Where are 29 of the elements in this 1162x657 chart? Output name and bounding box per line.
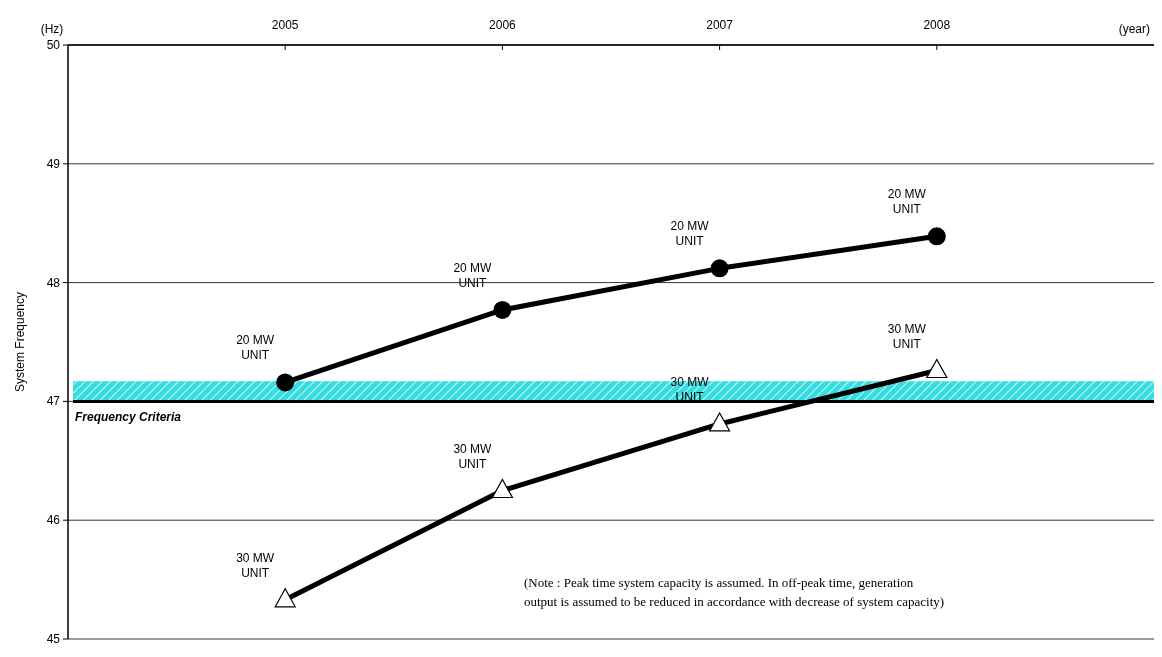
point [491,478,513,499]
point [927,227,946,246]
ref-line-label: Frequency Criteria [75,410,182,425]
annotation: 20 MW UNIT [236,333,275,363]
annotation: 20 MW UNIT [670,219,710,249]
point [493,300,512,319]
y-axis-title: System Frequency [13,291,27,393]
point [710,259,729,278]
y-tick-label: 49 [46,156,61,171]
y-tick-label: 48 [46,275,61,290]
annotation: 20 MW UNIT [887,187,927,217]
y-tick-label: 47 [46,394,61,409]
point [926,358,948,379]
x-tick-label: 2006 [489,18,517,32]
annotation: 30 MW UNIT [453,441,493,471]
x-tick-label: 2008 [923,18,951,32]
y-tick-label: 50 [46,38,61,52]
y-tick-label: 45 [46,632,61,646]
annotation: 30 MW UNIT [887,321,927,351]
x-tick-label: 2007 [706,18,734,32]
x-axis-title: (year) [1118,22,1150,36]
annotation: (Note : Peak time system capacity is assumed. In off-peak time, generation output is assumed to be reduced in accordance with decrease of system capacity) [524,575,945,609]
point [709,412,731,432]
annotation: 30 MW UNIT [236,550,275,580]
point [276,373,295,392]
text: (Hz) [40,22,64,36]
point [274,588,296,608]
y-tick-label: 46 [46,513,61,528]
x-tick-label: 2005 [271,18,299,32]
